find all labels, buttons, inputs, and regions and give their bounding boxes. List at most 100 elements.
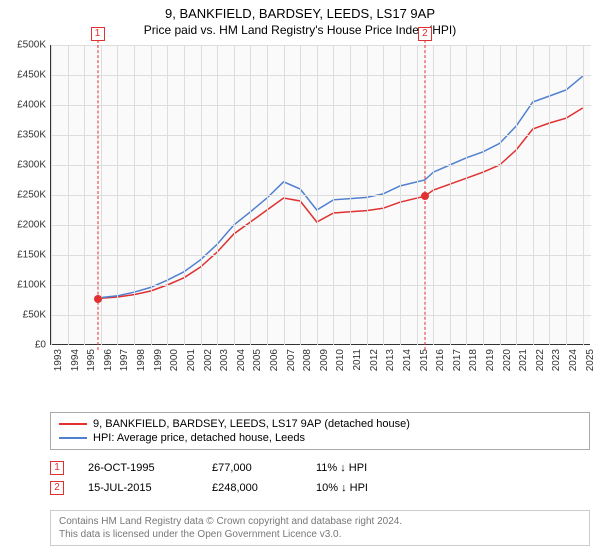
sale-marker-dot — [94, 295, 102, 303]
gridline-v — [500, 45, 501, 345]
series-price_paid — [98, 108, 583, 299]
y-axis-label: £500K — [17, 40, 46, 51]
footer-line2: This data is licensed under the Open Gov… — [59, 528, 581, 541]
chart-title: 9, BANKFIELD, BARDSEY, LEEDS, LS17 9AP — [0, 0, 600, 21]
legend-swatch — [59, 437, 87, 439]
legend-label: HPI: Average price, detached house, Leed… — [93, 432, 305, 444]
gridline-h — [51, 315, 591, 316]
legend-box: 9, BANKFIELD, BARDSEY, LEEDS, LS17 9AP (… — [50, 412, 590, 450]
x-axis-label: 1997 — [119, 349, 130, 371]
y-axis-label: £450K — [17, 70, 46, 81]
x-axis-label: 1999 — [153, 349, 164, 371]
gridline-h — [51, 225, 591, 226]
gridline-h — [51, 255, 591, 256]
x-axis-label: 2015 — [419, 349, 430, 371]
x-axis-label: 1995 — [86, 349, 97, 371]
x-axis-label: 2012 — [369, 349, 380, 371]
datapoint-date: 15-JUL-2015 — [88, 482, 188, 494]
gridline-h — [51, 165, 591, 166]
x-axis-label: 2002 — [203, 349, 214, 371]
x-axis-label: 2017 — [452, 349, 463, 371]
x-axis-label: 2000 — [169, 349, 180, 371]
legend-label: 9, BANKFIELD, BARDSEY, LEEDS, LS17 9AP (… — [93, 418, 410, 430]
datapoint-index-box: 1 — [50, 461, 64, 475]
sale-vline — [97, 40, 98, 350]
legend-item: 9, BANKFIELD, BARDSEY, LEEDS, LS17 9AP (… — [59, 417, 581, 431]
x-axis-label: 2019 — [485, 349, 496, 371]
x-axis-label: 2013 — [385, 349, 396, 371]
gridline-h — [51, 195, 591, 196]
x-axis-label: 2016 — [435, 349, 446, 371]
plot-region: 12 — [50, 45, 590, 345]
datapoint-index-box: 2 — [50, 481, 64, 495]
gridline-v — [217, 45, 218, 345]
gridline-v — [250, 45, 251, 345]
gridline-v — [583, 45, 584, 345]
gridline-v — [84, 45, 85, 345]
gridline-v — [134, 45, 135, 345]
y-axis-label: £400K — [17, 100, 46, 111]
x-axis-label: 2011 — [352, 349, 363, 371]
gridline-v — [333, 45, 334, 345]
gridline-v — [549, 45, 550, 345]
chart-container: 9, BANKFIELD, BARDSEY, LEEDS, LS17 9AP P… — [0, 0, 600, 560]
x-axis-label: 1998 — [136, 349, 147, 371]
gridline-v — [483, 45, 484, 345]
x-axis-label: 2010 — [335, 349, 346, 371]
datapoint-row: 126-OCT-1995£77,00011% ↓ HPI — [50, 458, 590, 478]
series-hpi — [98, 76, 583, 299]
x-axis-label: 2023 — [551, 349, 562, 371]
x-axis-label: 2020 — [502, 349, 513, 371]
sale-marker-label: 2 — [418, 27, 432, 41]
datapoint-row: 2 15-JUL-2015 £248,000 10% ↓ HPI — [50, 478, 590, 498]
gridline-v — [267, 45, 268, 345]
gridline-v — [284, 45, 285, 345]
datapoint-price: £248,000 — [212, 482, 292, 494]
x-axis-label: 2001 — [186, 349, 197, 371]
gridline-h — [51, 285, 591, 286]
gridline-v — [516, 45, 517, 345]
legend-item: HPI: Average price, detached house, Leed… — [59, 431, 581, 445]
x-axis-label: 2018 — [468, 349, 479, 371]
footer-attribution: Contains HM Land Registry data © Crown c… — [50, 510, 590, 546]
gridline-v — [433, 45, 434, 345]
gridline-h — [51, 45, 591, 46]
gridline-v — [300, 45, 301, 345]
y-axis-label: £100K — [17, 280, 46, 291]
x-axis-label: 1994 — [70, 349, 81, 371]
datapoint-pct: 10% ↓ HPI — [316, 482, 416, 494]
chart-area: 12 £0£50K£100K£150K£200K£250K£300K£350K£… — [50, 45, 590, 375]
x-axis-label: 2025 — [585, 349, 596, 371]
gridline-h — [51, 105, 591, 106]
x-axis-label: 2014 — [402, 349, 413, 371]
x-axis-label: 2008 — [302, 349, 313, 371]
gridline-v — [350, 45, 351, 345]
x-axis-label: 2005 — [252, 349, 263, 371]
gridline-v — [234, 45, 235, 345]
y-axis-label: £300K — [17, 160, 46, 171]
y-axis-label: £150K — [17, 250, 46, 261]
gridline-v — [566, 45, 567, 345]
gridline-v — [383, 45, 384, 345]
x-axis-label: 2007 — [286, 349, 297, 371]
x-axis-label: 2009 — [319, 349, 330, 371]
gridline-v — [317, 45, 318, 345]
x-axis-label: 2003 — [219, 349, 230, 371]
gridline-v — [117, 45, 118, 345]
y-axis-label: £0 — [35, 340, 46, 351]
datapoint-pct: 11% ↓ HPI — [316, 462, 416, 474]
x-axis-label: 2004 — [236, 349, 247, 371]
gridline-v — [466, 45, 467, 345]
gridline-h — [51, 75, 591, 76]
legend-swatch — [59, 423, 87, 425]
gridline-v — [201, 45, 202, 345]
datapoints-table: 126-OCT-1995£77,00011% ↓ HPI 2 15-JUL-2015… — [50, 458, 590, 498]
gridline-h — [51, 135, 591, 136]
x-axis-label: 1996 — [103, 349, 114, 371]
sale-marker-label: 1 — [91, 27, 105, 41]
y-axis-label: £50K — [23, 310, 46, 321]
gridline-v — [450, 45, 451, 345]
x-axis-label: 2006 — [269, 349, 280, 371]
gridline-v — [151, 45, 152, 345]
sale-marker-dot — [421, 192, 429, 200]
